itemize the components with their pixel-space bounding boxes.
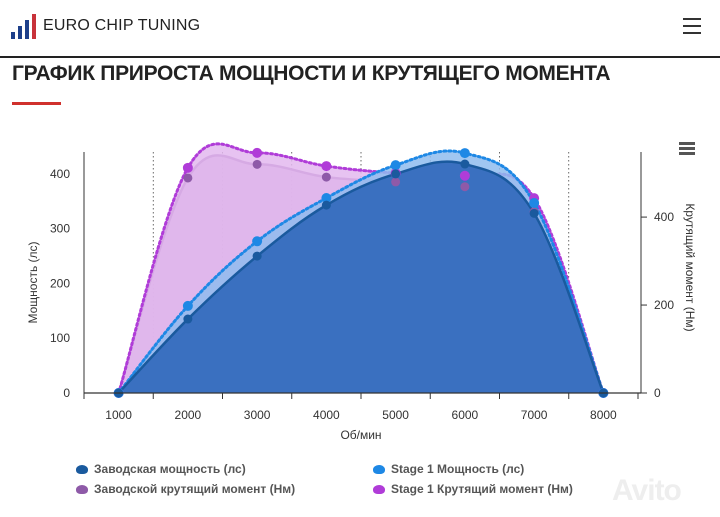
brand-name: EURO CHIP TUNING bbox=[43, 17, 201, 34]
data-point bbox=[252, 147, 263, 158]
legend-label: Заводская мощность (лс) bbox=[94, 462, 246, 476]
x-tick-label: 2000 bbox=[175, 408, 202, 422]
site-header: EURO CHIP TUNING bbox=[0, 0, 720, 58]
legend-label: Stage 1 Мощность (лс) bbox=[391, 462, 525, 476]
data-point bbox=[529, 208, 539, 218]
y-left-tick-label: 100 bbox=[50, 331, 70, 345]
data-point bbox=[252, 159, 262, 169]
data-point bbox=[182, 162, 193, 173]
data-point bbox=[391, 169, 401, 179]
x-axis-title: Об/мин bbox=[340, 428, 381, 442]
legend-item-stage1-power[interactable]: Stage 1 Мощность (лс) bbox=[373, 462, 524, 476]
y-left-tick-label: 0 bbox=[63, 386, 70, 400]
y-axis-right-title: Крутящий момент (Нм) bbox=[683, 203, 697, 331]
chart-menu-icon[interactable] bbox=[679, 142, 695, 155]
legend-item-factory-power[interactable]: Заводская мощность (лс) bbox=[76, 462, 246, 476]
logo-bars-icon bbox=[11, 14, 36, 39]
data-point bbox=[321, 193, 332, 204]
legend-marker-icon bbox=[373, 465, 385, 474]
data-point bbox=[321, 200, 331, 210]
y-left-tick-label: 200 bbox=[50, 276, 70, 290]
legend-label: Stage 1 Крутящий момент (Нм) bbox=[391, 482, 573, 496]
series-line bbox=[117, 149, 605, 395]
legend-label: Заводской крутящий момент (Нм) bbox=[94, 482, 296, 496]
x-tick-label: 4000 bbox=[313, 408, 340, 422]
series-line bbox=[117, 160, 605, 395]
data-point bbox=[529, 197, 540, 208]
x-tick-label: 3000 bbox=[244, 408, 271, 422]
y-right-tick-label: 200 bbox=[654, 298, 674, 312]
legend-marker-icon bbox=[76, 465, 88, 474]
y-right-tick-label: 400 bbox=[654, 210, 674, 224]
title-underline bbox=[12, 102, 61, 105]
data-point bbox=[391, 177, 401, 187]
power-torque-chart: 1000 2000 3000 4000 5000 6000 7000 800001002003… bbox=[26, 142, 697, 442]
legend-marker-icon bbox=[373, 485, 385, 494]
x-tick-label: 5000 bbox=[382, 408, 409, 422]
data-point bbox=[459, 148, 470, 159]
data-point bbox=[321, 161, 332, 172]
data-point bbox=[182, 300, 193, 311]
avito-watermark: Avito bbox=[612, 474, 682, 507]
data-point bbox=[321, 172, 331, 182]
data-point bbox=[183, 173, 193, 183]
y-left-tick-label: 400 bbox=[50, 167, 70, 181]
data-point bbox=[252, 236, 263, 247]
y-left-tick-label: 300 bbox=[50, 222, 70, 236]
x-tick-label: 7000 bbox=[521, 408, 548, 422]
legend-item-stage1-torque[interactable]: Stage 1 Крутящий момент (Нм) bbox=[373, 482, 573, 496]
x-tick-label: 1000 bbox=[105, 408, 132, 422]
data-point bbox=[459, 170, 470, 181]
data-point bbox=[460, 182, 470, 192]
y-axis-left-title: Мощность (лс) bbox=[26, 241, 40, 323]
legend-item-factory-torque[interactable]: Заводской крутящий момент (Нм) bbox=[76, 482, 295, 496]
data-point bbox=[390, 160, 401, 171]
series-area bbox=[118, 161, 604, 393]
y-right-tick-label: 0 bbox=[654, 386, 661, 400]
data-point bbox=[460, 159, 470, 169]
x-tick-label: 6000 bbox=[452, 408, 479, 422]
x-tick-label: 8000 bbox=[590, 408, 617, 422]
hamburger-menu-button[interactable] bbox=[683, 18, 701, 34]
data-point bbox=[183, 314, 193, 324]
page-title: ГРАФИК ПРИРОСТА МОЩНОСТИ И КРУТЯЩЕГО МОМ… bbox=[12, 62, 611, 85]
data-point bbox=[252, 251, 262, 261]
legend-marker-icon bbox=[76, 485, 88, 494]
